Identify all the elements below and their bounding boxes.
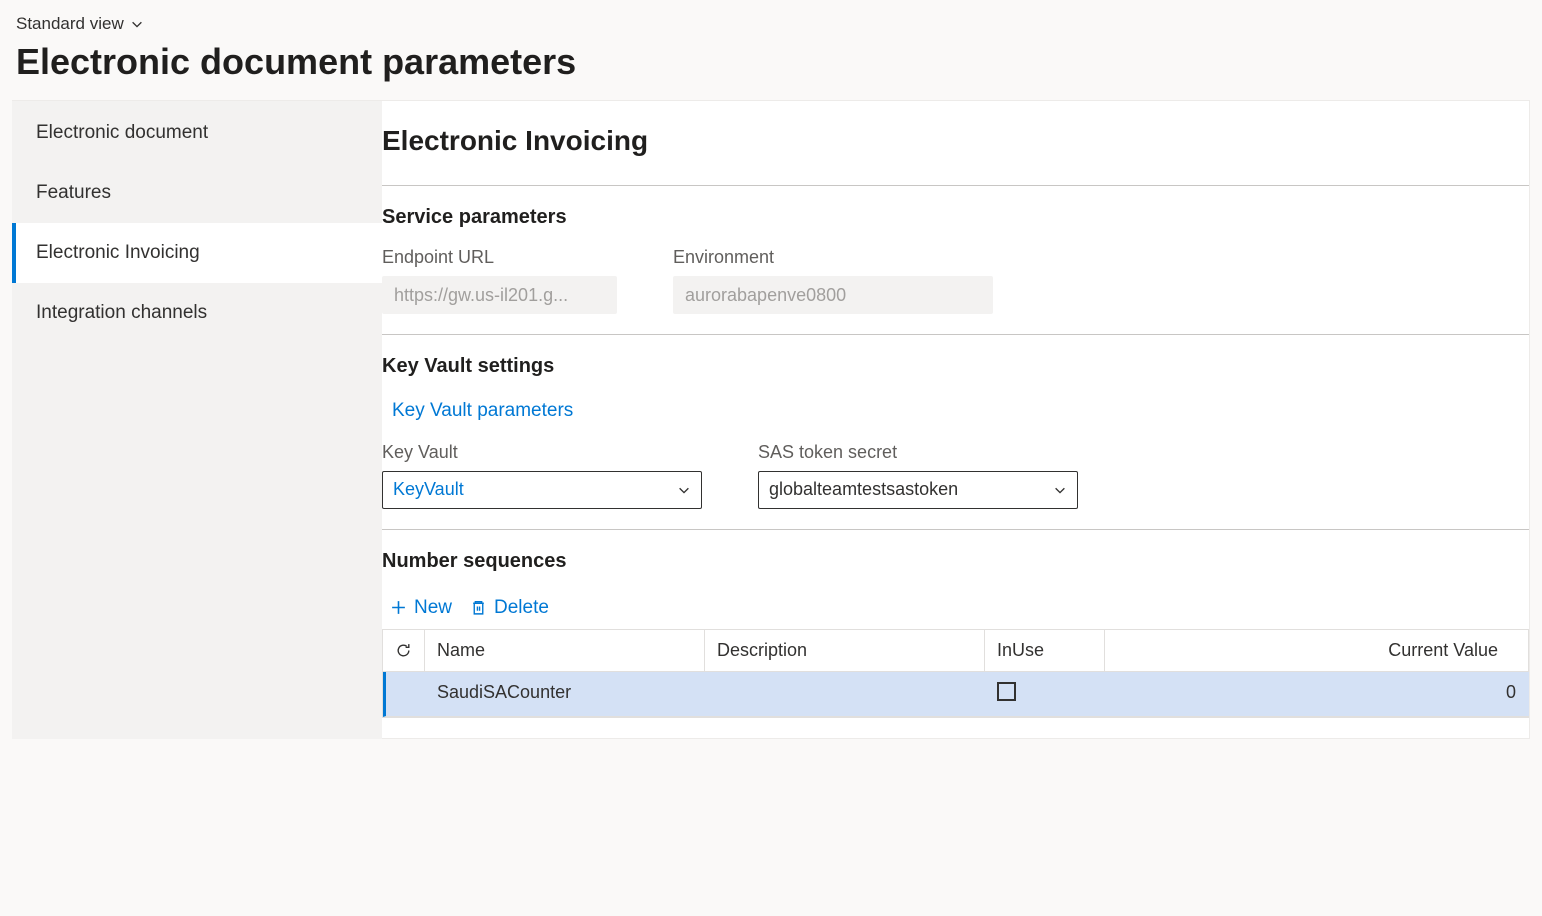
refresh-column-header[interactable]: [383, 630, 425, 671]
main-panel: Electronic Invoicing Service parameters …: [382, 100, 1530, 739]
sidebar-item-features[interactable]: Features: [12, 163, 382, 223]
chevron-down-icon: [677, 483, 691, 497]
delete-button-label: Delete: [494, 597, 549, 619]
sidebar-item-label: Electronic Invoicing: [36, 242, 200, 263]
sas-token-value: globalteamtestsastoken: [769, 479, 1045, 500]
refresh-icon: [395, 642, 412, 659]
table-row[interactable]: SaudiSACounter 0: [383, 672, 1529, 717]
inuse-column-header[interactable]: InUse: [985, 630, 1105, 671]
sidebar-item-label: Electronic document: [36, 122, 208, 143]
sas-token-label: SAS token secret: [758, 442, 1078, 463]
row-inuse[interactable]: [985, 672, 1105, 716]
key-vault-select[interactable]: KeyVault: [382, 471, 702, 509]
number-sequences-grid: Name Description InUse Current Value Sau…: [382, 629, 1529, 718]
environment-value: aurorabapenve0800: [673, 276, 993, 314]
section-title: Number sequences: [382, 550, 1529, 573]
new-button-label: New: [414, 597, 452, 619]
endpoint-url-value: https://gw.us-il201.g...: [382, 276, 617, 314]
main-title: Electronic Invoicing: [382, 125, 1529, 185]
sidebar-item-integration-channels[interactable]: Integration channels: [12, 283, 382, 343]
environment-label: Environment: [673, 247, 993, 268]
page-title: Electronic document parameters: [16, 42, 1526, 82]
section-key-vault-settings: Key Vault settings Key Vault parameters …: [382, 334, 1529, 529]
plus-icon: [390, 599, 407, 616]
row-marker: [386, 672, 425, 716]
row-current-value: 0: [1105, 672, 1529, 716]
chevron-down-icon: [130, 17, 144, 31]
section-number-sequences: Number sequences New Delete Name Desc: [382, 529, 1529, 738]
delete-button[interactable]: Delete: [470, 597, 549, 619]
sidebar-item-label: Features: [36, 182, 111, 203]
view-selector-label: Standard view: [16, 14, 124, 34]
sidebar-item-label: Integration channels: [36, 302, 207, 323]
name-column-header[interactable]: Name: [425, 630, 705, 671]
key-vault-parameters-link[interactable]: Key Vault parameters: [392, 400, 573, 422]
current-value-column-header[interactable]: Current Value: [1105, 630, 1529, 671]
sidebar-item-electronic-document[interactable]: Electronic document: [12, 103, 382, 163]
key-vault-value: KeyVault: [393, 479, 669, 500]
key-vault-label: Key Vault: [382, 442, 702, 463]
description-column-header[interactable]: Description: [705, 630, 985, 671]
view-selector[interactable]: Standard view: [16, 14, 1526, 34]
section-title: Service parameters: [382, 206, 1529, 229]
endpoint-url-label: Endpoint URL: [382, 247, 617, 268]
section-title: Key Vault settings: [382, 355, 1529, 378]
row-name: SaudiSACounter: [425, 672, 705, 716]
trash-icon: [470, 599, 487, 616]
chevron-down-icon: [1053, 483, 1067, 497]
sas-token-select[interactable]: globalteamtestsastoken: [758, 471, 1078, 509]
checkbox-icon: [997, 682, 1016, 701]
section-service-parameters: Service parameters Endpoint URL https://…: [382, 185, 1529, 334]
row-description: [705, 672, 985, 716]
sidebar: Electronic document Features Electronic …: [12, 100, 382, 739]
new-button[interactable]: New: [390, 597, 452, 619]
sidebar-item-electronic-invoicing[interactable]: Electronic Invoicing: [12, 223, 382, 283]
